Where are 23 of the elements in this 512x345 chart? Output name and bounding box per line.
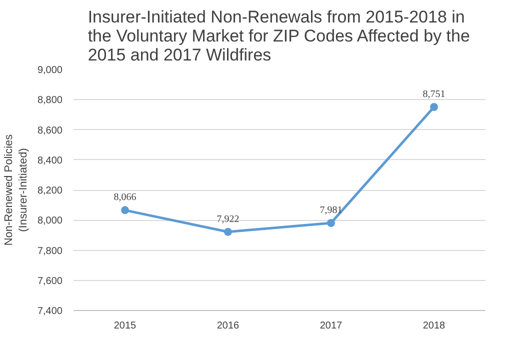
x-tick-label: 2015	[114, 320, 137, 332]
y-axis-title: Non-Renewed Policies (Insurer-Initiated)	[3, 134, 30, 246]
x-tick-label: 2018	[422, 320, 446, 332]
point	[224, 228, 232, 236]
y-tick-label: 8,600	[37, 125, 63, 136]
chart-title: Insurer-Initiated Non-Renewals from 2015-2018 in the Voluntary Market for ZIP Codes Affected by the 2015 and 2017 Wildfires	[88, 8, 470, 64]
point	[121, 206, 129, 214]
y-tick-label: 8,400	[37, 155, 63, 166]
x-tick-label: 2017	[320, 320, 343, 332]
y-tick-label: 7,400	[37, 306, 63, 317]
y-tick-label: 8,200	[37, 186, 63, 196]
point	[327, 218, 335, 227]
text: 7,922	[216, 214, 240, 225]
y-tick-label: 9,000	[37, 65, 63, 76]
text: 7,981	[320, 204, 342, 216]
y-tick-label: 7,600	[37, 276, 63, 287]
y-tick-label: 7,800	[37, 246, 63, 257]
text: 8,751	[422, 89, 446, 100]
y-tick-label: 8,800	[37, 95, 63, 106]
y-tick-label: 8,000	[37, 216, 63, 227]
text: 8,066	[114, 192, 136, 204]
point	[430, 103, 438, 111]
x-tick-label: 2016	[216, 320, 240, 332]
